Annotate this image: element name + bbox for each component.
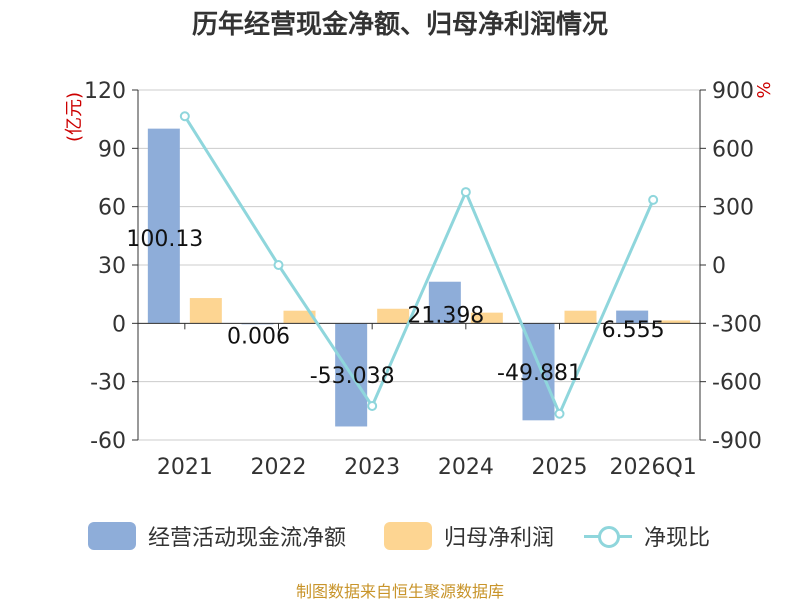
ratio-point xyxy=(460,187,471,198)
right-tick-label: 900 xyxy=(712,79,754,104)
cashflow-bar xyxy=(616,310,649,324)
cashflow-bar xyxy=(428,281,461,324)
netprofit-bar xyxy=(564,310,597,324)
legend-item-ratio[interactable]: 净现比 xyxy=(584,518,710,554)
ratio-line xyxy=(179,111,659,419)
netprofit-bar xyxy=(283,310,316,324)
netprofit-bar xyxy=(658,320,691,324)
right-tick-label: 0 xyxy=(712,254,726,279)
ratio-point xyxy=(367,400,378,411)
category-label: 2023 xyxy=(344,455,400,480)
ratio-polyline xyxy=(183,115,655,418)
legend: 经营活动现金流净额 归母净利润 净现比 xyxy=(0,518,800,554)
right-tick-label: -600 xyxy=(712,371,762,396)
right-tick-label: 300 xyxy=(712,196,754,221)
left-tick-label: 30 xyxy=(98,254,126,279)
netprofit-bar xyxy=(470,312,503,324)
cashflow-data-label: 21.398 xyxy=(407,304,484,329)
ratio-point xyxy=(648,194,659,205)
left-tick-label: 120 xyxy=(84,79,126,104)
right-tick-label: -900 xyxy=(712,429,762,454)
legend-item-netprofit[interactable]: 归母净利润 xyxy=(384,518,554,554)
legend-item-cashflow[interactable]: 经营活动现金流净额 xyxy=(88,518,346,554)
legend-label-netprofit: 归母净利润 xyxy=(444,526,555,551)
legend-label-cashflow: 经营活动现金流净额 xyxy=(148,526,347,551)
left-axis-unit: (亿元) xyxy=(64,92,85,142)
cashflow-data-label: -53.038 xyxy=(310,364,395,389)
netprofit-bar xyxy=(377,308,410,324)
chart-title: 历年经营现金净额、归母净利润情况 xyxy=(191,10,608,40)
left-tick-label: 90 xyxy=(98,137,126,162)
data-labels: 100.13 0.006 -53.038 21.398 -49.881 6.555 xyxy=(126,227,664,389)
cashflow-bar xyxy=(147,128,180,324)
axes: 1209060300-30-609006003000-300-600-90020… xyxy=(64,79,775,480)
cashflow-data-label: 0.006 xyxy=(227,324,290,349)
legend-line-ratio-icon xyxy=(584,522,632,550)
left-tick-label: -60 xyxy=(90,429,126,454)
right-tick-label: 600 xyxy=(712,137,754,162)
ratio-point xyxy=(554,408,565,419)
cashflow-data-label: -49.881 xyxy=(497,361,582,386)
ratio-point xyxy=(179,111,190,122)
left-tick-label: -30 xyxy=(90,371,126,396)
right-tick-label: -300 xyxy=(712,312,762,337)
cashflow-data-label: 100.13 xyxy=(126,227,203,252)
netprofit-bar xyxy=(189,298,222,324)
category-label: 2026Q1 xyxy=(610,455,697,480)
legend-swatch-netprofit xyxy=(384,522,432,550)
source-note: 制图数据来自恒生聚源数据库 xyxy=(295,582,504,601)
legend-swatch-cashflow xyxy=(88,522,136,550)
category-label: 2024 xyxy=(438,455,494,480)
gridlines xyxy=(138,89,700,441)
category-label: 2021 xyxy=(157,455,213,480)
ratio-point xyxy=(273,260,284,270)
left-tick-label: 0 xyxy=(112,312,126,337)
left-tick-label: 60 xyxy=(98,196,126,221)
category-label: 2022 xyxy=(251,455,307,480)
right-axis-unit: % xyxy=(754,81,775,98)
cashflow-data-label: 6.555 xyxy=(602,318,665,343)
category-label: 2025 xyxy=(532,455,588,480)
legend-label-ratio: 净现比 xyxy=(644,526,711,551)
